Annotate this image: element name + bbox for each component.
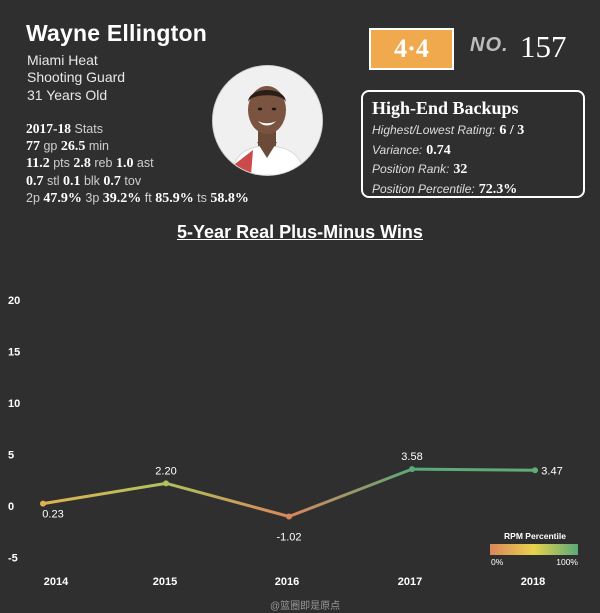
tier-row-value: 0.74: [426, 142, 451, 158]
x-tick-label: 2017: [398, 576, 422, 588]
stat-ast-label: ast: [136, 156, 154, 170]
tier-row-label: Variance:: [372, 142, 423, 157]
stat-stl: 0.7: [26, 173, 44, 189]
series-line-segment: [41, 481, 168, 506]
stat-ts-label: ts: [197, 191, 207, 205]
stats-header-suffix: Stats: [74, 122, 103, 136]
x-tick-label: 2018: [521, 576, 545, 588]
player-name: Wayne Ellington: [26, 20, 208, 46]
legend-max-label: 100%: [556, 557, 578, 567]
tier-title: High-End Backups: [372, 98, 519, 118]
tier-row-value: 6 / 3: [499, 123, 525, 138]
rank-number: 157: [520, 29, 567, 64]
stat-3p: 39.2%: [102, 191, 142, 206]
watermark: @篮圈即是原点: [270, 601, 341, 612]
data-point: [532, 467, 538, 474]
player-photo: [213, 66, 322, 175]
data-label: 0.23: [42, 509, 63, 521]
player-portrait-icon: [213, 66, 322, 175]
legend-title: RPM Percentile: [504, 531, 566, 541]
rank-label: NO.: [470, 34, 509, 56]
data-point: [40, 500, 46, 507]
tier-row-label: Position Rank:: [372, 162, 450, 176]
y-tick-label: 10: [8, 398, 20, 410]
y-tick-label: 15: [8, 347, 20, 359]
stat-ft: 85.9%: [155, 191, 194, 206]
data-label: 2.20: [155, 465, 176, 477]
stat-ast: 1.0: [115, 156, 134, 171]
data-label: 3.58: [401, 451, 422, 463]
tier-row-label: Highest/Lowest Rating:: [372, 123, 496, 137]
stat-blk: 0.1: [62, 173, 81, 189]
stat-pts: 11.2: [26, 156, 50, 171]
y-tick-label: -5: [8, 553, 18, 565]
stat-2p: 47.9%: [43, 191, 82, 206]
x-tick-label: 2015: [153, 576, 177, 588]
chart-title: 5-Year Real Plus-Minus Wins: [177, 222, 423, 242]
y-tick-label: 0: [8, 501, 14, 513]
season-stats: 2017-18 Stats 77 gp 26.5 min 11.2 pts 2.…: [26, 121, 249, 208]
y-tick-label: 5: [8, 450, 14, 462]
data-point: [163, 480, 169, 487]
stat-gp-label: gp: [43, 138, 58, 153]
stats-season: 2017-18: [26, 121, 71, 136]
player-age: 31 Years Old: [27, 87, 108, 103]
player-team: Miami Heat: [27, 52, 98, 68]
stat-gp: 77: [26, 138, 40, 154]
x-tick-label: 2014: [44, 576, 69, 588]
stat-ts: 58.8%: [210, 191, 249, 206]
player-position: Shooting Guard: [27, 69, 126, 85]
tier-row-value: 72.3%: [478, 181, 518, 197]
stat-min-label: min: [88, 138, 110, 153]
stat-3p-label: 3p: [85, 191, 100, 205]
stat-blk-label: blk: [83, 173, 100, 188]
data-label: -1.02: [276, 532, 301, 544]
player-rating: 4·4: [369, 28, 454, 70]
tier-row-rating: Highest/Lowest Rating: 6 / 3: [372, 121, 574, 141]
stat-ft-label: ft: [144, 191, 152, 205]
data-point: [286, 513, 292, 520]
stat-pts-label: pts: [53, 156, 70, 170]
stat-stl-label: stl: [46, 173, 60, 188]
series-line-segment: [287, 467, 414, 519]
stat-tov: 0.7: [103, 173, 121, 189]
series-line-segment: [410, 467, 537, 472]
stat-reb-label: reb: [94, 156, 113, 170]
stat-2p-label: 2p: [26, 191, 40, 205]
tier-row-rank: Position Rank: 32: [372, 160, 574, 180]
stat-min: 26.5: [60, 138, 86, 154]
data-label: 3.47: [541, 465, 562, 477]
tier-row-value: 32: [453, 162, 468, 177]
stat-tov-label: tov: [124, 173, 142, 188]
y-tick-label: 20: [8, 295, 20, 307]
tier-row-label: Position Percentile:: [372, 181, 475, 196]
data-point: [409, 466, 415, 473]
stat-reb: 2.8: [73, 156, 91, 171]
tier-panel: High-End Backups Highest/Lowest Rating: 6…: [361, 90, 585, 198]
tier-row-variance: Variance: 0.74: [372, 141, 574, 161]
legend-gradient: [490, 544, 578, 555]
legend-min-label: 0%: [491, 557, 504, 567]
tier-row-percentile: Position Percentile: 72.3%: [372, 180, 574, 200]
series-line-segment: [164, 481, 291, 519]
x-tick-label: 2016: [275, 576, 299, 588]
